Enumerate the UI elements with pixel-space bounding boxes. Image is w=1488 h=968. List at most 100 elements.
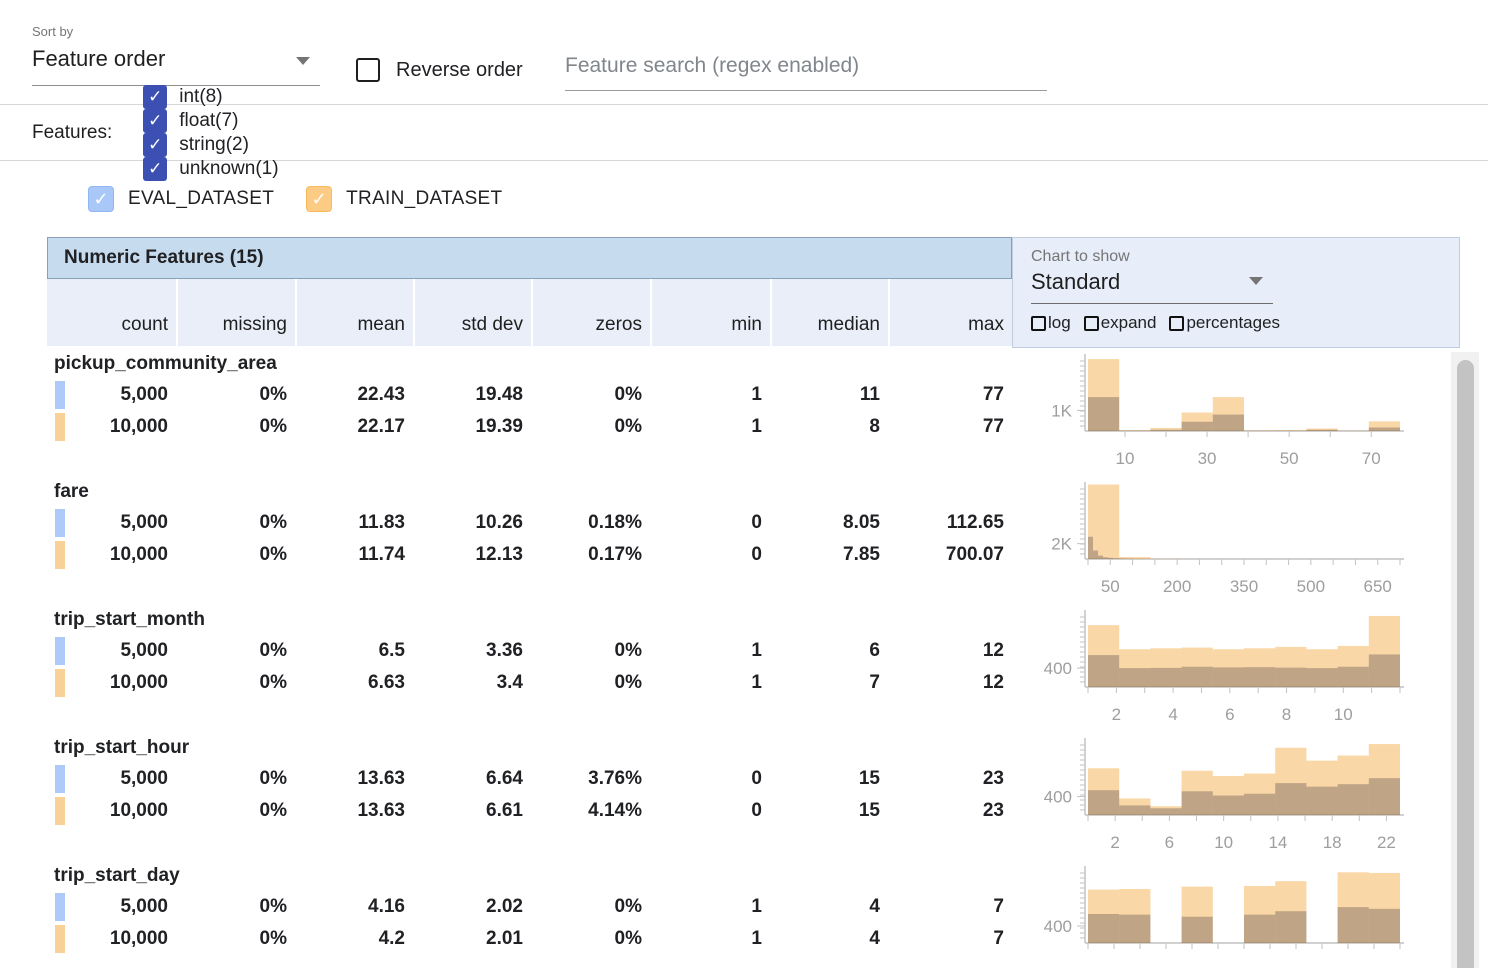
stat-std-dev: 6.61 [486,800,523,821]
stat-count: 10,000 [109,800,168,821]
stat-zeros: 0% [614,640,642,661]
stat-min: 0 [751,800,762,821]
hist-bar-eval_dataset [1368,908,1400,943]
stat-median: 6 [869,640,880,661]
filter-checkbox-int[interactable]: ✓ int(8) [143,84,278,109]
filter-checkbox-float[interactable]: ✓ float(7) [143,108,278,133]
filter-checkbox-string[interactable]: ✓ string(2) [143,132,278,157]
chart-option-percentages[interactable]: percentages [1169,313,1280,333]
stat-zeros: 0% [614,896,642,917]
dataset-checkbox-eval_dataset[interactable]: ✓ EVAL_DATASET [88,186,274,212]
chart-option-checkboxes: log expand percentages [1031,313,1459,333]
chart-type-value: Standard [1031,269,1121,294]
stats-row-train_dataset: 10,000 0% 13.63 6.61 4.14% 0 15 23 [47,795,1460,827]
stat-max: 23 [982,768,1004,789]
hist-bar-eval_dataset [1244,793,1276,815]
check-icon: ✓ [93,188,109,209]
hist-bar-eval_dataset [1150,429,1182,431]
vertical-scrollbar[interactable] [1451,352,1479,968]
column-header-missing: missing [176,279,295,346]
hist-bar-eval_dataset [1306,786,1338,815]
feature-search-input[interactable] [565,48,1047,91]
dataset-checkbox-train_dataset[interactable]: ✓ TRAIN_DATASET [306,186,502,212]
feature-type-filter-bar: Features: ✓ int(8) ✓ float(7) ✓ string(2) ✓ unk… [0,84,1488,181]
sort-by-group: Sort by Feature order [32,24,320,86]
checkbox-checked-icon: ✓ [143,156,168,181]
svg-text:500: 500 [1297,577,1325,596]
svg-text:30: 30 [1198,449,1217,468]
scrollbar-thumb[interactable] [1457,360,1474,968]
hist-bar-train_dataset [1306,428,1338,431]
chart-type-select[interactable]: Standard [1031,267,1273,304]
checkbox-unchecked-icon [1031,315,1046,331]
stat-median: 8 [869,416,880,437]
stat-missing: 0% [259,544,287,565]
stat-std-dev: 6.64 [486,768,523,789]
stat-min: 1 [751,672,762,693]
stat-count: 5,000 [120,512,168,533]
hist-bar-eval_dataset [1088,790,1120,815]
hist-bar-eval_dataset [1306,429,1338,431]
stat-max: 23 [982,800,1004,821]
stat-median: 7 [869,672,880,693]
stat-median: 4 [869,896,880,917]
hist-bar-eval_dataset [1181,421,1213,431]
svg-text:6: 6 [1225,705,1234,724]
stat-min: 0 [751,544,762,565]
column-header-count: count [47,279,176,346]
hist-bar-train_dataset [1275,646,1307,687]
dataset-color-swatch [55,541,65,569]
hist-bar-train_dataset [1119,798,1151,815]
hist-bar-eval_dataset [1088,913,1120,943]
stat-missing: 0% [259,672,287,693]
svg-text:2: 2 [1110,833,1119,852]
stat-count: 5,000 [120,896,168,917]
reverse-order-checkbox[interactable]: Reverse order [356,58,523,82]
stat-min: 1 [751,896,762,917]
stat-std-dev: 2.01 [486,928,523,949]
feature-histogram-cell: 2K 50 200 350 500 650 [1012,477,1460,605]
stat-mean: 13.63 [357,800,405,821]
histogram-trip_start_month: 400 2 4 6 8 10 [1044,610,1404,724]
hist-bar-eval_dataset [1088,536,1094,559]
chart-option-expand[interactable]: expand [1083,313,1156,333]
stat-zeros: 0% [614,384,642,405]
feature-row-trip_start_day: trip_start_day 5,000 0% 4.16 2.02 0% 1 4 7 10,000… [47,861,1460,968]
svg-text:10: 10 [1334,705,1353,724]
dataset-color-swatch [55,893,65,921]
sort-order-select[interactable]: Feature order [32,39,320,86]
stats-row-eval_dataset: 5,000 0% 6.5 3.36 0% 1 6 12 [47,635,1460,667]
chart-option-label: percentages [1186,313,1281,332]
dataset-color-swatch [55,637,65,665]
chart-option-log[interactable]: log [1031,313,1071,333]
dataset-color-swatch [55,381,65,409]
feature-row-trip_start_month: trip_start_month 5,000 0% 6.5 3.36 0% 1 6 12 10,0… [47,605,1460,733]
hist-bar-train_dataset [1181,647,1213,687]
feature-row-pickup_community_area: pickup_community_area 5,000 0% 22.43 19.48 0%… [47,349,1460,477]
svg-text:350: 350 [1230,577,1258,596]
hist-bar-train_dataset [1212,397,1244,431]
stat-median: 8.05 [843,512,880,533]
svg-text:400: 400 [1044,917,1072,936]
svg-text:4: 4 [1168,705,1177,724]
stat-mean: 13.63 [357,768,405,789]
column-header-mean: mean [295,279,413,346]
dataset-label: TRAIN_DATASET [346,188,503,209]
stat-max: 700.07 [945,544,1004,565]
column-header-max: max [888,279,1012,346]
checkbox-unchecked-icon [1169,315,1185,331]
svg-text:1K: 1K [1051,401,1072,420]
hist-bar-train_dataset [1368,615,1400,687]
stat-zeros: 0% [614,416,642,437]
hist-bar-train_dataset [1119,557,1151,559]
filter-checkbox-unknown[interactable]: ✓ unknown(1) [143,156,279,181]
stat-zeros: 0% [614,672,642,693]
column-header-min: min [650,279,770,346]
hist-bar-eval_dataset [1368,427,1400,431]
histogram-fare: 2K 50 200 350 500 650 [1051,482,1404,596]
hist-bar-train_dataset [1088,768,1120,815]
hist-bar-eval_dataset [1244,914,1276,943]
stat-missing: 0% [259,384,287,405]
checkbox-unchecked-icon [356,58,380,82]
stat-std-dev: 10.26 [475,512,523,533]
